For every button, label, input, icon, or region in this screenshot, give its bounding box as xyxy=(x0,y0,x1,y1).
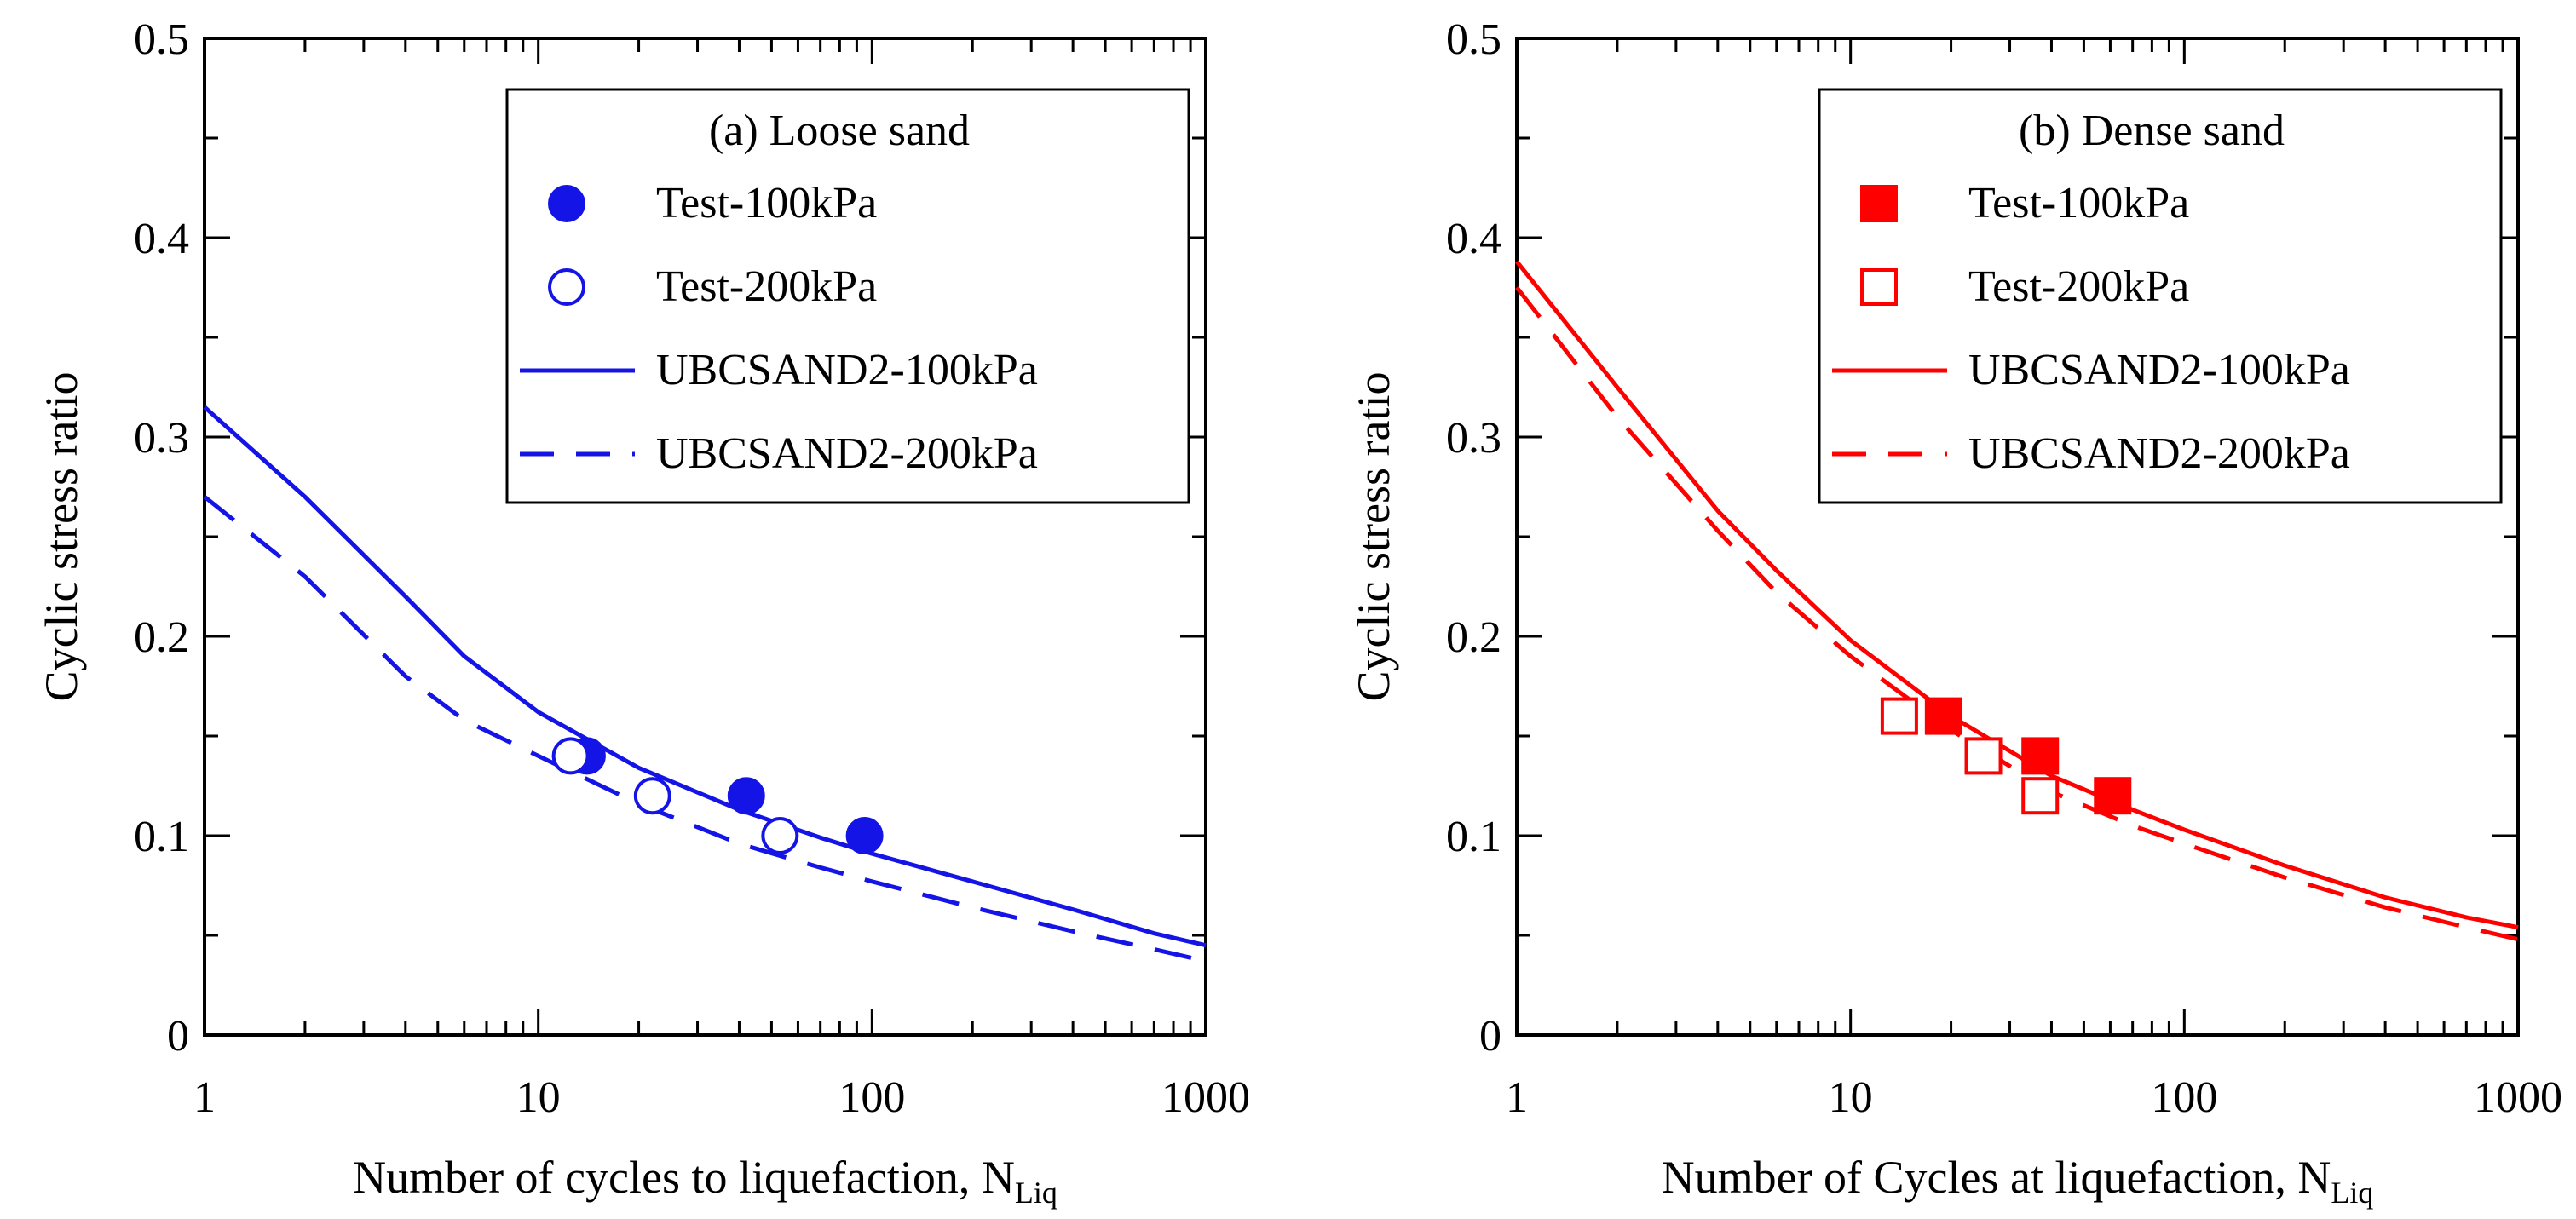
x-tick-label: 1 xyxy=(193,1073,216,1122)
y-tick-label: 0 xyxy=(1479,1012,1501,1061)
y-tick-label: 0.3 xyxy=(1446,414,1501,463)
x-axis-title-main: Number of Cycles at liquefaction, N xyxy=(1662,1152,2331,1203)
legend-label: UBCSAND2-200kPa xyxy=(1968,429,2350,478)
y-axis-title: Cyclic stress ratio xyxy=(1348,372,1399,702)
legend: (a) Loose sand Test-100kPa Test-200kPa UBCS… xyxy=(505,88,1190,504)
legend-label: UBCSAND2-100kPa xyxy=(656,346,1038,394)
legend-label: UBCSAND2-200kPa xyxy=(656,429,1038,478)
y-tick-label: 0.3 xyxy=(134,414,189,463)
y-tick-label: 0.1 xyxy=(134,813,189,861)
x-axis-title: Number of Cycles at liquefaction, NLiq xyxy=(1662,1152,2374,1210)
x-tick-label: 10 xyxy=(516,1073,561,1122)
x-tick-label: 1000 xyxy=(2474,1073,2562,1122)
legend-box xyxy=(1818,88,2503,504)
x-axis-title-main: Number of cycles to liquefaction, N xyxy=(353,1152,1015,1203)
legend-marker-test-200kpa xyxy=(548,268,585,306)
legend-label: Test-100kPa xyxy=(1968,179,2189,227)
x-axis-title: Number of cycles to liquefaction, NLiq xyxy=(353,1152,1057,1210)
x-tick-label: 10 xyxy=(1829,1073,1873,1122)
y-tick-label: 0 xyxy=(167,1012,189,1061)
legend-marker-test-100kpa xyxy=(548,185,585,222)
y-tick-label: 0.5 xyxy=(1446,15,1501,64)
legend-label: Test-200kPa xyxy=(1968,262,2189,311)
data-point-test-200kpa xyxy=(551,737,590,775)
legend-label: Test-100kPa xyxy=(656,179,877,227)
data-point-test-100kpa xyxy=(845,817,884,854)
data-point-test-200kpa xyxy=(2021,777,2060,815)
legend-label: UBCSAND2-100kPa xyxy=(1968,346,2350,394)
y-tick-label: 0.2 xyxy=(1446,613,1501,662)
legend-box xyxy=(505,88,1190,504)
y-tick-label: 0.1 xyxy=(1446,813,1501,861)
legend-marker-test-100kpa xyxy=(1860,185,1898,222)
x-tick-label: 1000 xyxy=(1161,1073,1250,1122)
y-axis-title: Cyclic stress ratio xyxy=(36,372,87,702)
panel-b-dense-sand: 1 10 100 1000 0 0.1 0.2 0.3 0.4 0.5 Number of Cycl… xyxy=(1348,15,2562,1210)
data-point-test-200kpa xyxy=(633,777,671,815)
series-line-ubcsand2-100kpa xyxy=(1515,260,2519,930)
data-point-test-100kpa xyxy=(2021,737,2060,775)
data-point-test-100kpa xyxy=(1924,697,1962,735)
legend-label: Test-200kPa xyxy=(656,262,877,311)
data-point-test-200kpa xyxy=(761,817,799,854)
data-point-test-200kpa xyxy=(1880,697,1918,735)
legend-title: (b) Dense sand xyxy=(2019,106,2285,155)
data-point-test-100kpa xyxy=(2094,777,2132,815)
y-tick-label: 0.4 xyxy=(134,215,189,263)
legend: (b) Dense sand Test-100kPa Test-200kPa UBCS… xyxy=(1818,88,2503,504)
y-tick-label: 0.4 xyxy=(1446,215,1501,263)
x-axis-title-subscript: Liq xyxy=(1015,1176,1057,1210)
panel-a-loose-sand: 1 10 100 1000 0 0.1 0.2 0.3 0.4 0.5 Number of cycl… xyxy=(36,15,1250,1210)
series-line-ubcsand2-200kpa xyxy=(203,495,1207,963)
legend-title: (a) Loose sand xyxy=(709,106,970,155)
legend-marker-test-200kpa xyxy=(1860,268,1898,306)
x-tick-label: 1 xyxy=(1506,1073,1528,1122)
data-point-test-100kpa xyxy=(727,777,765,815)
y-tick-label: 0.2 xyxy=(134,613,189,662)
x-tick-label: 100 xyxy=(2151,1073,2217,1122)
x-axis-title-subscript: Liq xyxy=(2331,1176,2373,1210)
x-tick-label: 100 xyxy=(838,1073,905,1122)
data-point-test-200kpa xyxy=(1964,737,2003,775)
y-tick-label: 0.5 xyxy=(134,15,189,64)
